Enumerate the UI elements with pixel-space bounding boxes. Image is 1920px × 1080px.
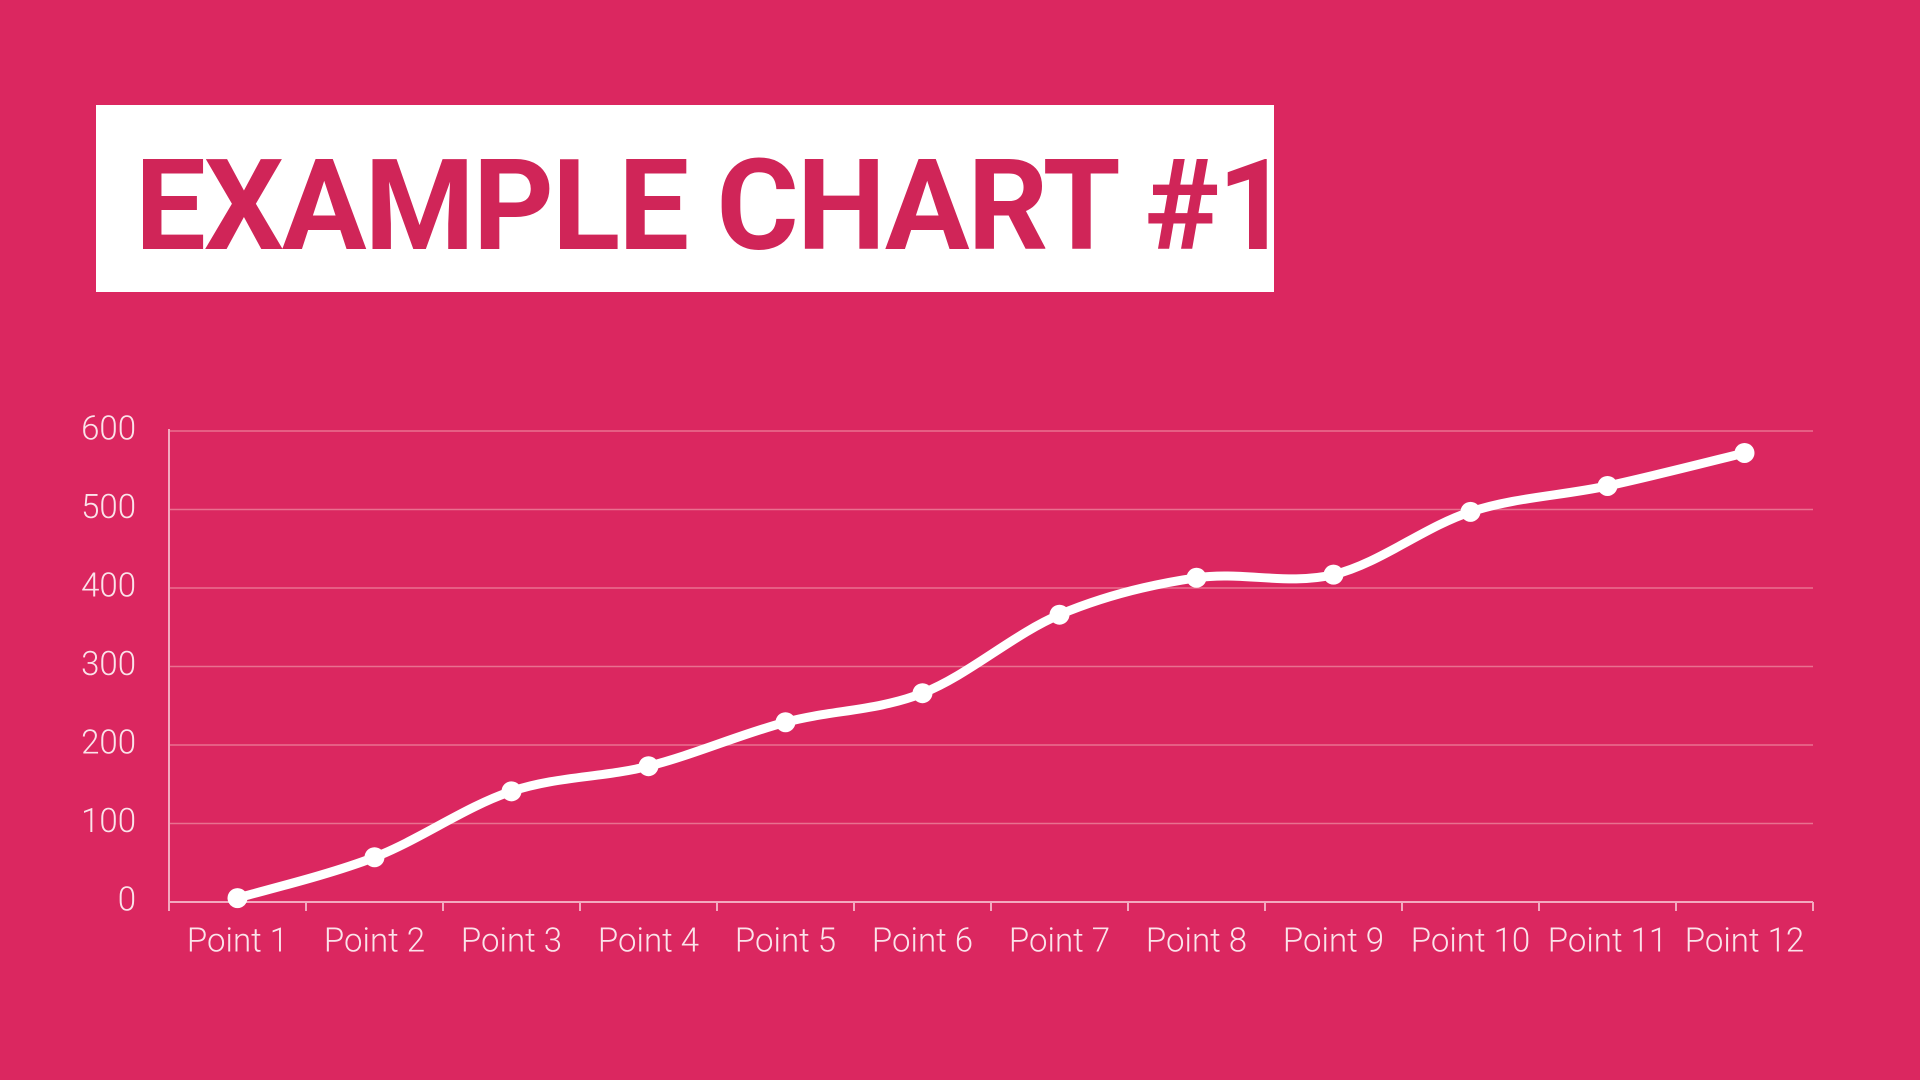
point [775,712,796,733]
x-tick-label: Point 12 [1685,922,1804,961]
x-tick-label: Point 1 [187,922,288,961]
y-tick-label: 0 [118,881,136,920]
point [1323,564,1344,585]
y-tick-label: 200 [81,724,136,763]
x-tick-label: Point 2 [324,922,425,961]
point [638,756,659,777]
x-tick-label: Point 6 [872,922,973,961]
x-tick-label: Point 9 [1283,922,1384,961]
y-tick-label: 400 [81,567,136,606]
point [912,683,933,704]
x-tick-label: Point 10 [1411,922,1530,961]
point [1597,475,1618,496]
point [1460,501,1481,522]
x-tick-label: Point 7 [1009,922,1110,961]
x-tick-label: Point 11 [1548,922,1667,961]
point [364,847,385,868]
line [236,448,1746,903]
x-tick-label: Point 8 [1146,922,1247,961]
point [1186,567,1207,588]
point [227,888,248,909]
y-tick-label: 300 [81,645,136,684]
x-tick-label: Point 4 [598,922,699,961]
point [1049,604,1070,625]
x-tick-label: Point 5 [735,922,836,961]
y-tick-label: 100 [81,802,136,841]
point [501,781,522,802]
y-tick-label: 600 [81,410,136,449]
x-tick-label: Point 3 [461,922,562,961]
chart-title: EXAMPLE CHART #1 [135,132,1288,280]
y-tick-label: 500 [81,488,136,527]
point [1734,442,1755,463]
title-box [96,105,1274,292]
